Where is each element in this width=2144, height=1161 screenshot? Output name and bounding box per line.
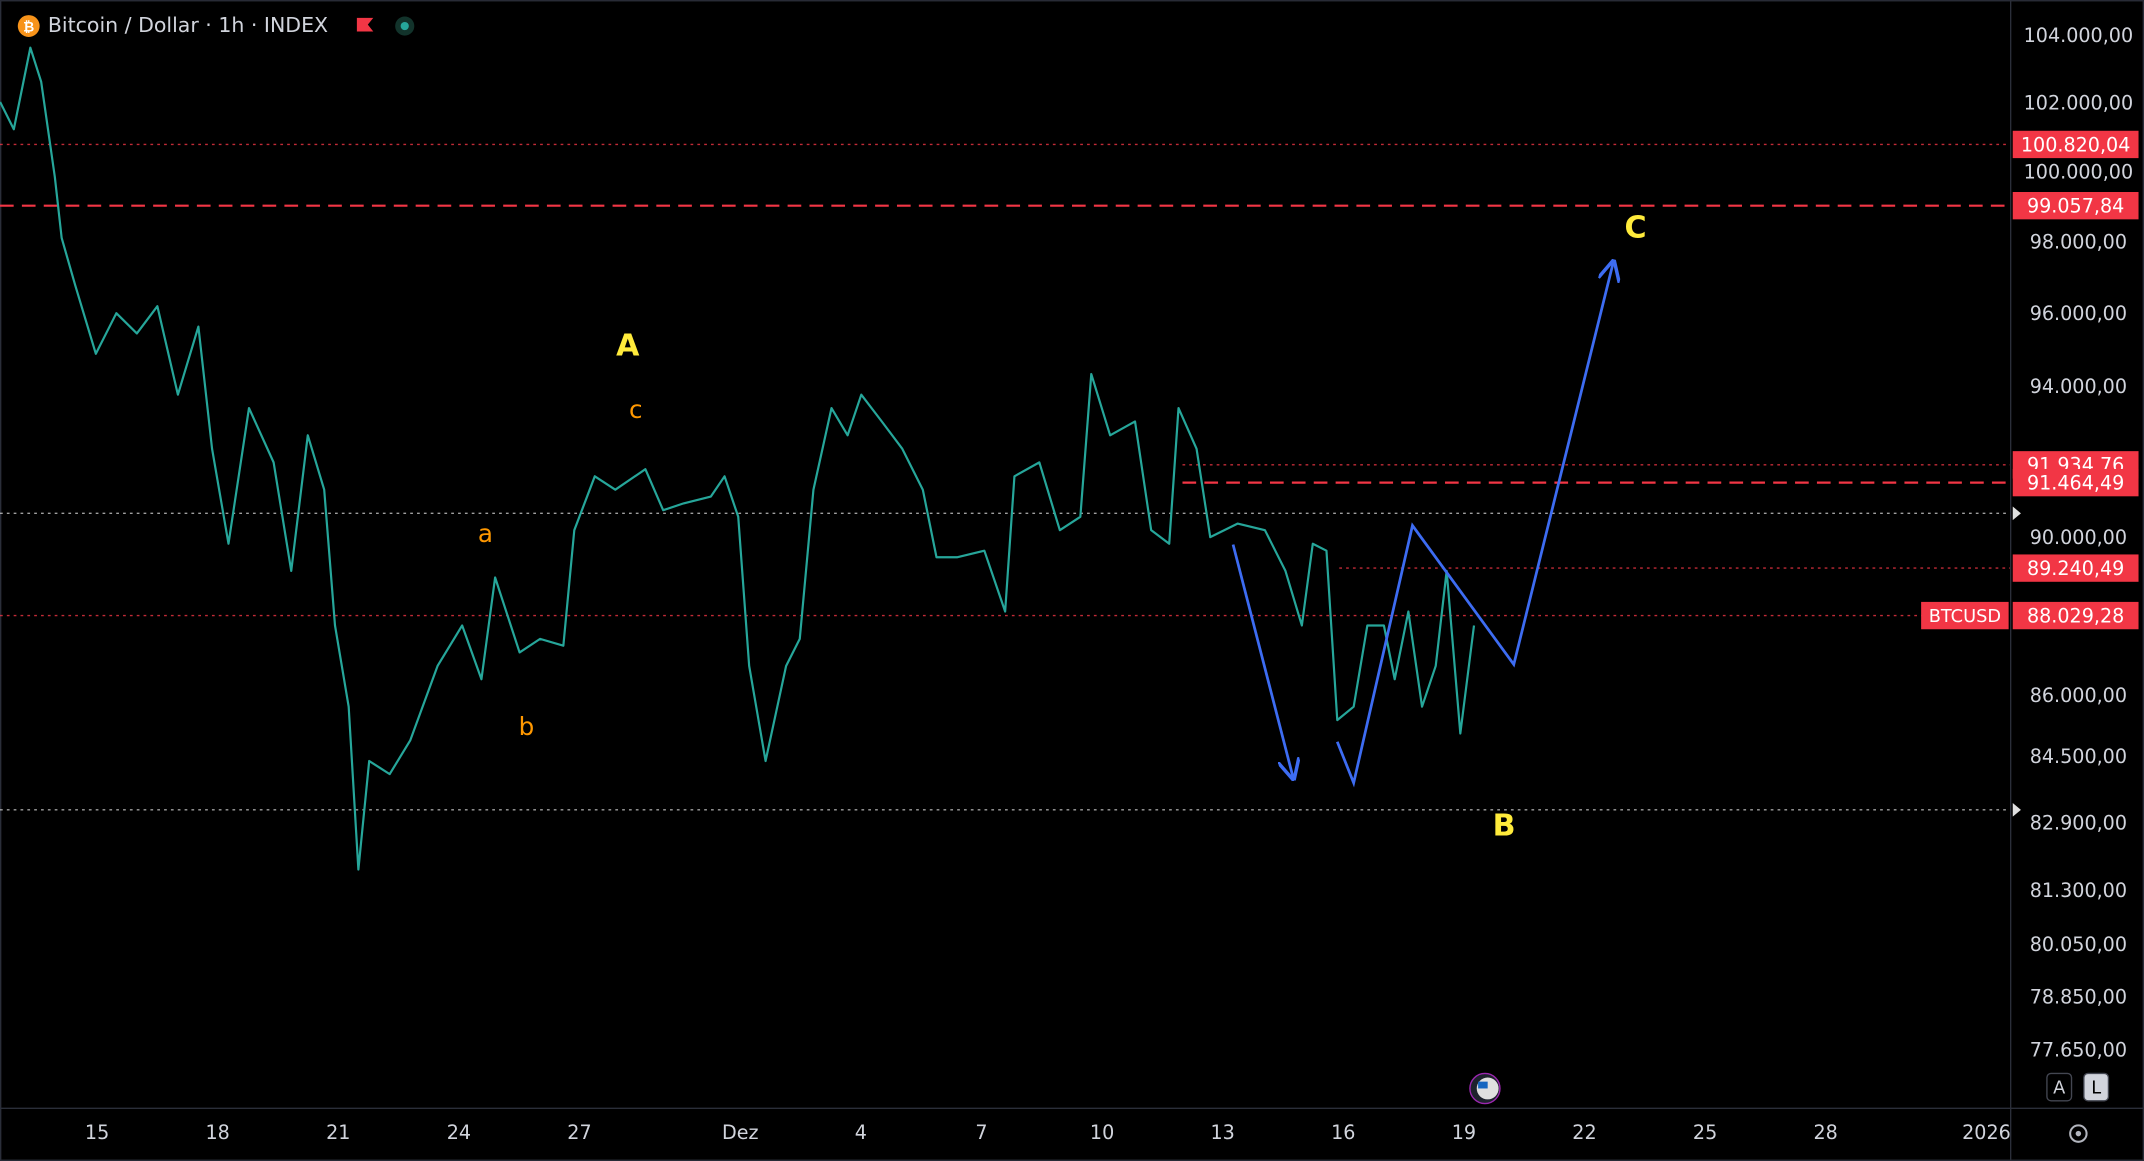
y-tick-label: 80.050,00 — [2030, 933, 2127, 956]
status-dot-inner — [400, 21, 409, 31]
price-label: 100.820,04 — [2021, 133, 2131, 156]
symbol-label: BTCUSD — [1929, 607, 2001, 627]
y-tick-label: 102.000,00 — [2024, 92, 2134, 115]
symbol-label-box — [1921, 601, 2009, 630]
scale-button-label[interactable]: A — [2053, 1078, 2065, 1098]
x-tick-label: 19 — [1452, 1121, 1476, 1144]
price-label-box — [2012, 554, 2139, 582]
symbol-header[interactable]: ₿ Bitcoin / Dollar · 1h · INDEX — [17, 13, 415, 37]
price-label-box — [2012, 601, 2139, 630]
projection-arrow — [1231, 544, 1293, 779]
x-tick-label: 7 — [975, 1121, 987, 1144]
x-tick-label: 4 — [855, 1121, 867, 1144]
x-tick-label: Dez — [722, 1121, 759, 1144]
flag-badge[interactable] — [1469, 1072, 1501, 1105]
wave-label: B — [1493, 808, 1516, 843]
x-tick-label: 28 — [1814, 1121, 1838, 1144]
price-label-box — [2012, 468, 2139, 497]
wave-label: C — [1624, 210, 1646, 245]
wave-label: a — [478, 519, 493, 548]
gear-icon[interactable] — [2069, 1124, 2088, 1143]
y-tick-label: 81.300,00 — [2030, 879, 2127, 902]
price-label-box — [2012, 130, 2139, 159]
x-tick-label: 25 — [1693, 1121, 1717, 1144]
flag-icon[interactable] — [356, 17, 374, 32]
projection-arrow — [1335, 261, 1613, 788]
y-tick-label: 96.000,00 — [2030, 302, 2127, 325]
level-marker — [2012, 803, 2021, 817]
y-tick-label: 86.000,00 — [2030, 684, 2127, 707]
y-tick-label: 77.650,00 — [2030, 1039, 2127, 1062]
scale-button-label[interactable]: L — [2091, 1078, 2101, 1098]
y-tick-label: 84.500,00 — [2030, 745, 2127, 768]
y-tick-label: 82.900,00 — [2030, 812, 2127, 835]
x-tick-label: 27 — [567, 1121, 591, 1144]
scale-button[interactable] — [2046, 1072, 2073, 1102]
y-tick-label: 104.000,00 — [2024, 24, 2134, 47]
x-tick-label: 2026 — [1962, 1121, 2011, 1144]
price-line — [0, 46, 1476, 871]
scale-button[interactable] — [2083, 1072, 2110, 1102]
y-tick-label: 100.000,00 — [2024, 160, 2134, 183]
event-flag — [1476, 1077, 1499, 1100]
gear-center — [2075, 1130, 2082, 1137]
x-tick-label: 21 — [326, 1121, 350, 1144]
event-flag-canton — [1478, 1081, 1488, 1089]
price-label-box — [2012, 192, 2139, 220]
y-tick-label: 98.000,00 — [2030, 230, 2127, 253]
price-label: 88.029,28 — [2027, 604, 2124, 627]
wave-label: A — [616, 328, 640, 363]
y-tick-label: 78.850,00 — [2030, 985, 2127, 1008]
x-tick-label: 10 — [1090, 1121, 1114, 1144]
x-tick-label: 22 — [1572, 1121, 1596, 1144]
x-tick-label: 16 — [1331, 1121, 1355, 1144]
wave-label: c — [629, 395, 643, 424]
x-tick-label: 18 — [206, 1121, 230, 1144]
bitcoin-icon-glyph: ₿ — [23, 19, 34, 35]
x-tick-label: 15 — [85, 1121, 109, 1144]
bitcoin-icon — [17, 15, 40, 37]
y-tick-label: 94.000,00 — [2030, 375, 2127, 398]
y-tick-label: 90.000,00 — [2030, 526, 2127, 549]
price-label: 91.464,49 — [2027, 472, 2124, 495]
symbol-title: Bitcoin / Dollar · 1h · INDEX — [48, 13, 328, 37]
plot-area: Ac a b B C — [0, 46, 2010, 871]
x-tick-label: 24 — [447, 1121, 471, 1144]
x-tick-label: 13 — [1211, 1121, 1235, 1144]
price-label: 99.057,84 — [2027, 195, 2124, 218]
settings-button[interactable] — [2069, 1124, 2088, 1143]
wave-label: b — [519, 712, 535, 741]
price-label: 89.240,49 — [2027, 557, 2124, 580]
level-marker — [2012, 506, 2021, 521]
